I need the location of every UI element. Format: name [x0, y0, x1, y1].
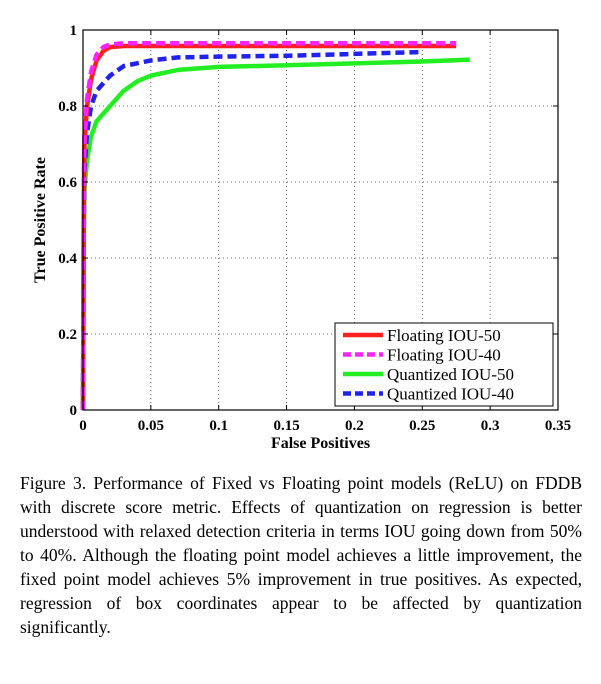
y-tick-label: 0.8: [58, 99, 77, 115]
plot-frame: [82, 29, 559, 411]
x-tick-label: 0.25: [409, 418, 435, 434]
x-tick-label: 0.2: [345, 418, 364, 434]
y-tick-label: 0: [70, 403, 78, 419]
series-layer: [80, 41, 470, 411]
x-axis-label: False Positives: [271, 435, 370, 452]
x-tick-label: 0: [79, 418, 87, 434]
figure-caption: Figure 3. Performance of Fixed vs Floati…: [20, 473, 582, 637]
roc-chart: 0 0.05 0.1 0.15 0.2 0.25 0.3 0.35 0 0.2 0.4 0.6 0.8 1…: [32, 23, 571, 452]
series-line-1: [80, 41, 457, 411]
legend-label: Floating IOU-40: [387, 346, 501, 365]
y-tick-label: 0.4: [58, 251, 77, 267]
legend-label: Quantized IOU-50: [387, 365, 514, 384]
y-axis-label: True Positive Rate: [32, 157, 49, 283]
x-tick-label: 0.35: [545, 418, 571, 434]
y-tick-label: 0.6: [58, 175, 77, 191]
legend-label: Floating IOU-50: [387, 326, 501, 345]
legend-label: Quantized IOU-40: [387, 385, 514, 404]
y-tick-label: 0.2: [58, 327, 77, 343]
ticks: [82, 29, 559, 411]
tick-labels: 0 0.05 0.1 0.15 0.2 0.25 0.3 0.35 0 0.2 0.4 0.6 0.8 1: [58, 23, 571, 434]
y-tick-label: 1: [70, 23, 78, 39]
x-tick-label: 0.1: [209, 418, 228, 434]
x-tick-label: 0.15: [273, 418, 299, 434]
x-tick-label: 0.3: [481, 418, 500, 434]
x-tick-label: 0.05: [138, 418, 164, 434]
